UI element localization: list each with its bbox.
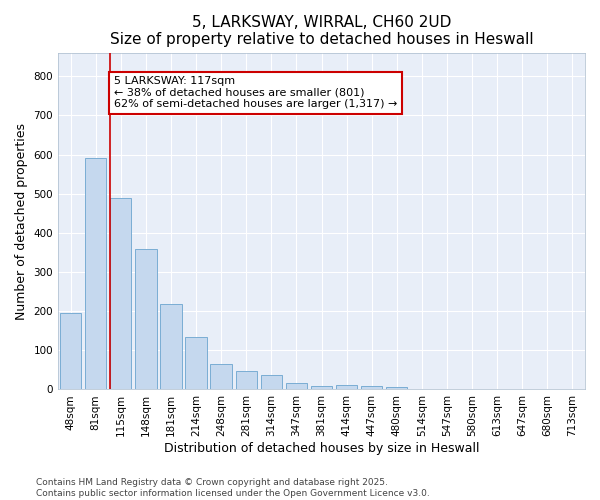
Bar	[185, 338, 207, 390]
Bar	[110, 198, 131, 390]
Bar	[160, 304, 182, 390]
Bar	[311, 386, 332, 390]
Bar	[361, 386, 382, 390]
Bar	[286, 383, 307, 390]
Bar	[85, 158, 106, 390]
Bar	[236, 370, 257, 390]
Bar	[386, 386, 407, 390]
Text: 5 LARKSWAY: 117sqm
← 38% of detached houses are smaller (801)
62% of semi-detach: 5 LARKSWAY: 117sqm ← 38% of detached hou…	[114, 76, 397, 110]
Bar	[135, 248, 157, 390]
Title: 5, LARKSWAY, WIRRAL, CH60 2UD
Size of property relative to detached houses in He: 5, LARKSWAY, WIRRAL, CH60 2UD Size of pr…	[110, 15, 533, 48]
Bar	[260, 376, 282, 390]
X-axis label: Distribution of detached houses by size in Heswall: Distribution of detached houses by size …	[164, 442, 479, 455]
Text: Contains HM Land Registry data © Crown copyright and database right 2025.
Contai: Contains HM Land Registry data © Crown c…	[36, 478, 430, 498]
Bar	[211, 364, 232, 390]
Bar	[60, 312, 81, 390]
Y-axis label: Number of detached properties: Number of detached properties	[15, 122, 28, 320]
Bar	[336, 385, 357, 390]
